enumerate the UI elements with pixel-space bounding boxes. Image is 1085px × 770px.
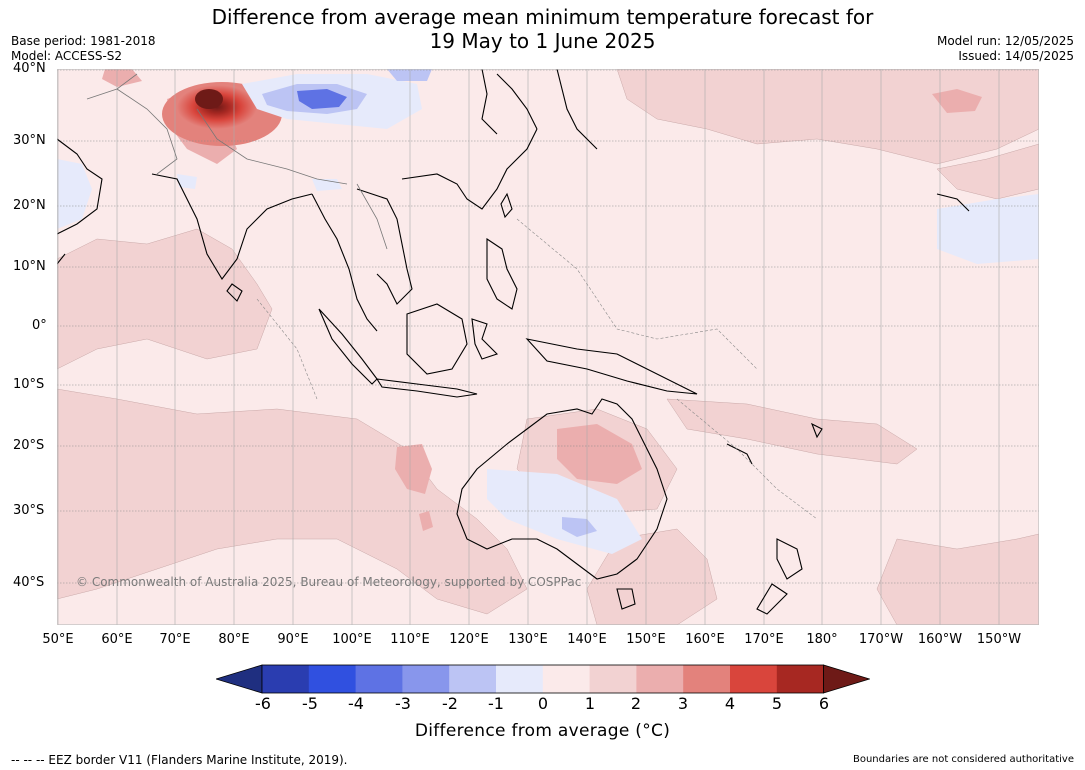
colorbar-segment — [308, 665, 357, 693]
copyright-text: © Commonwealth of Australia 2025, Bureau… — [76, 575, 582, 589]
lon-label: 50°E — [42, 632, 74, 647]
anomaly-negative-regions — [57, 69, 1039, 554]
colorbar-segment — [449, 665, 497, 693]
lon-label: 160°E — [685, 632, 725, 647]
colorbar-tick: -6 — [255, 694, 271, 713]
lat-label: 40°N — [13, 61, 46, 76]
colorbar-segment — [355, 665, 403, 693]
colorbar-tick: -1 — [488, 694, 504, 713]
colorbar-segment — [262, 665, 310, 693]
lat-label: 40°S — [13, 575, 45, 590]
colorbar-tick: -3 — [395, 694, 411, 713]
lon-label: 90°E — [277, 632, 309, 647]
colorbar-segment — [683, 665, 731, 693]
lon-label: 70°E — [159, 632, 191, 647]
lon-label: 150°W — [976, 632, 1022, 647]
colorbar-segment — [776, 665, 825, 693]
eez-footnote: -- -- -- EEZ border V11 (Flanders Marine… — [11, 753, 348, 767]
lon-label: 110°E — [390, 632, 430, 647]
issued-text: Issued: 14/05/2025 — [958, 49, 1074, 63]
colorbar-tick: 5 — [771, 694, 783, 713]
colorbar-segment — [402, 665, 450, 693]
forecast-map — [57, 69, 1039, 625]
lat-label: 20°N — [13, 198, 46, 213]
colorbar-tick: 3 — [677, 694, 689, 713]
colorbar-segment — [730, 665, 778, 693]
country-borders — [86, 73, 388, 250]
colorbar-tick: 2 — [630, 694, 642, 713]
lon-label: 170°W — [858, 632, 904, 647]
colorbar-extend-high — [823, 664, 870, 694]
lon-label: 140°E — [567, 632, 607, 647]
lon-label: 120°E — [449, 632, 489, 647]
base-period-text: Base period: 1981-2018 — [11, 34, 156, 48]
lon-label: 170°E — [744, 632, 784, 647]
colorbar-segment — [589, 665, 637, 693]
model-run-text: Model run: 12/05/2025 — [936, 34, 1074, 48]
colorbar-tick: -4 — [348, 694, 364, 713]
meridians — [57, 69, 1000, 625]
colorbar-segment — [496, 665, 544, 693]
lon-label: 130°E — [508, 632, 548, 647]
lon-label: 60°E — [101, 632, 133, 647]
colorbar-tick: -2 — [442, 694, 458, 713]
colorbar-tick: 0 — [537, 694, 549, 713]
lon-label: 80°E — [218, 632, 250, 647]
colorbar-border — [261, 664, 824, 694]
coastlines — [57, 69, 970, 615]
anomaly-5-6-core — [195, 89, 223, 109]
colorbar-tick: 6 — [818, 694, 830, 713]
lon-label: 100°E — [332, 632, 372, 647]
lon-label: 160°W — [917, 632, 963, 647]
model-text: Model: ACCESS-S2 — [11, 49, 123, 63]
eez-borders — [256, 218, 818, 520]
colorbar-tick: 4 — [724, 694, 736, 713]
lat-label: 10°S — [13, 377, 45, 392]
lon-label: 150°E — [626, 632, 666, 647]
colorbar-label: Difference from average (°C) — [414, 721, 671, 741]
colorbar — [216, 664, 870, 694]
boundaries-disclaimer: Boundaries are not considered authoritat… — [852, 754, 1074, 765]
title-line-1: Difference from average mean minimum tem… — [211, 5, 874, 29]
colorbar-tick: 1 — [584, 694, 596, 713]
lat-label: 30°N — [13, 133, 46, 148]
lat-label: 10°N — [13, 259, 46, 274]
colorbar-segment — [636, 665, 684, 693]
colorbar-tick: -5 — [302, 694, 318, 713]
title-line-2: 19 May to 1 June 2025 — [429, 29, 656, 53]
lon-label: 180° — [806, 632, 838, 647]
lat-label: 30°S — [13, 503, 45, 518]
lat-label: 0° — [32, 318, 47, 333]
colorbar-extend-low — [216, 664, 263, 694]
lat-label: 20°S — [13, 438, 45, 453]
colorbar-segment — [542, 665, 591, 693]
